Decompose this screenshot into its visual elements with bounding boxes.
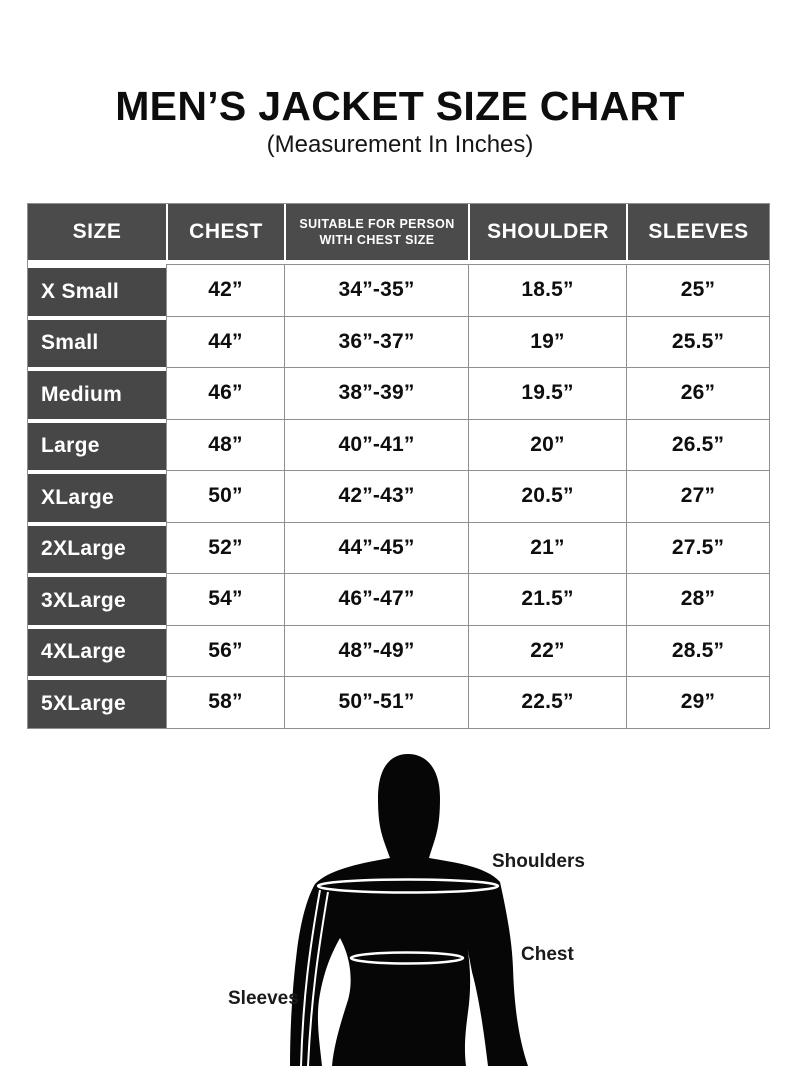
value-cell: 26” [626,367,769,419]
table-row: X Small 42” 34”-35” 18.5” 25” [28,264,769,316]
value-cell: 58” [166,676,284,728]
column-header-suitable: SUITABLE FOR PERSON WITH CHEST SIZE [284,204,468,264]
table-body: X Small 42” 34”-35” 18.5” 25” Small 44” 36”-37”… [28,264,769,728]
value-cell: 52” [166,521,284,573]
size-chart-table-wrapper: SIZE CHEST SUITABLE FOR PERSON WITH CHEST S… [27,203,770,729]
value-cell: 27” [626,470,769,522]
value-cell: 28” [626,573,769,625]
size-label-cell: XLarge [28,470,166,522]
table-row: 4XLarge 56” 48”-49” 22” 28.5” [28,624,769,676]
table-row: 3XLarge 54” 46”-47” 21.5” 28” [28,573,769,625]
value-cell: 40”-41” [284,418,468,470]
value-cell: 50”-51” [284,676,468,728]
chest-label: Chest [521,944,574,965]
sleeves-label: Sleeves [228,988,299,1009]
value-cell: 19” [468,315,626,367]
value-cell: 20.5” [468,470,626,522]
table-row: Small 44” 36”-37” 19” 25.5” [28,315,769,367]
size-label-cell: 4XLarge [28,624,166,676]
male-torso-silhouette [290,754,528,1066]
chest-measure-line [349,951,465,965]
value-cell: 22.5” [468,676,626,728]
size-table: SIZE CHEST SUITABLE FOR PERSON WITH CHEST S… [28,204,769,728]
size-label-cell: Small [28,315,166,367]
value-cell: 26.5” [626,418,769,470]
size-label-cell: X Small [28,264,166,316]
value-cell: 25” [626,264,769,316]
value-cell: 46”-47” [284,573,468,625]
page-title: MEN’S JACKET SIZE CHART [115,83,685,129]
value-cell: 50” [166,470,284,522]
value-cell: 19.5” [468,367,626,419]
value-cell: 27.5” [626,521,769,573]
table-row: Medium 46” 38”-39” 19.5” 26” [28,367,769,419]
value-cell: 25.5” [626,315,769,367]
value-cell: 44”-45” [284,521,468,573]
size-label-cell: Large [28,418,166,470]
value-cell: 42” [166,264,284,316]
value-cell: 36”-37” [284,315,468,367]
value-cell: 54” [166,573,284,625]
value-cell: 20” [468,418,626,470]
value-cell: 42”-43” [284,470,468,522]
measurement-figure: Shoulders Chest Sleeves [0,746,800,1066]
shoulders-label: Shoulders [492,851,585,872]
table-row: XLarge 50” 42”-43” 20.5” 27” [28,470,769,522]
value-cell: 56” [166,624,284,676]
size-label-cell: 3XLarge [28,573,166,625]
table-row: 2XLarge 52” 44”-45” 21” 27.5” [28,521,769,573]
column-header-chest: CHEST [166,204,284,264]
size-label-cell: 2XLarge [28,521,166,573]
column-header-shoulder: SHOULDER [468,204,626,264]
value-cell: 38”-39” [284,367,468,419]
value-cell: 29” [626,676,769,728]
value-cell: 18.5” [468,264,626,316]
size-label-cell: Medium [28,367,166,419]
header-row: SIZE CHEST SUITABLE FOR PERSON WITH CHEST S… [28,204,769,264]
value-cell: 21.5” [468,573,626,625]
sleeve-measure-line [307,891,329,1066]
table-row: Large 48” 40”-41” 20” 26.5” [28,418,769,470]
value-cell: 28.5” [626,624,769,676]
size-label-cell: 5XLarge [28,676,166,728]
column-header-size: SIZE [28,204,166,264]
value-cell: 21” [468,521,626,573]
value-cell: 48” [166,418,284,470]
table-row: 5XLarge 58” 50”-51” 22.5” 29” [28,676,769,728]
page-subtitle: (Measurement In Inches) [266,131,534,158]
sleeve-measure-line [300,889,321,1066]
value-cell: 48”-49” [284,624,468,676]
column-header-sleeves: SLEEVES [626,204,769,264]
value-cell: 44” [166,315,284,367]
value-cell: 46” [166,367,284,419]
value-cell: 22” [468,624,626,676]
shoulder-measure-line [316,878,500,894]
value-cell: 34”-35” [284,264,468,316]
torso-shape [290,754,528,1066]
